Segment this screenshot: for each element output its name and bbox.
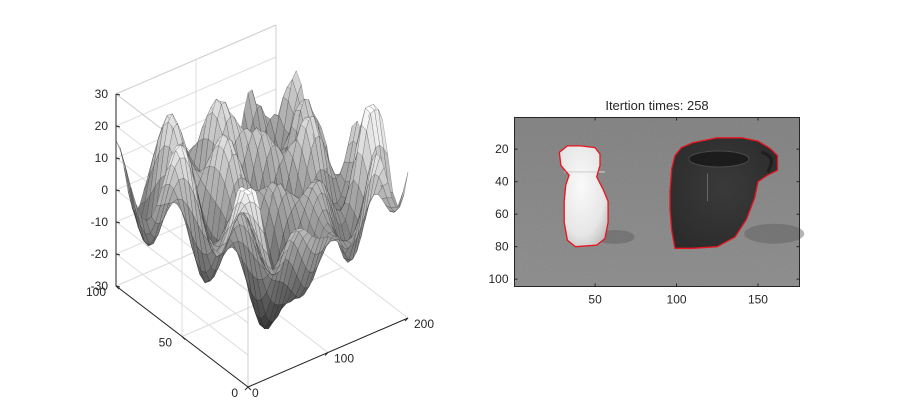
bottle-object: [559, 145, 609, 247]
x-tick-label: 100: [667, 293, 687, 307]
x-tick-label: 100: [334, 352, 354, 366]
x-tick-label: 200: [414, 317, 434, 331]
z-tick-label: -30: [91, 279, 109, 293]
y-tick-label: 60: [495, 207, 509, 221]
z-tick-mark: [115, 157, 121, 160]
surface-patch: [398, 172, 409, 207]
y-tick-label: 40: [495, 175, 509, 189]
y-tick-label: 100: [86, 285, 106, 299]
cup-shadow: [744, 223, 805, 244]
cup-contour: [669, 137, 779, 249]
box-edge: [115, 24, 277, 95]
bottle-contour: [558, 145, 609, 248]
z-tick-label: 10: [95, 151, 109, 165]
z-tick-mark: [115, 125, 121, 128]
z-tick-mark: [115, 189, 121, 192]
segmentation-contours: [558, 137, 779, 249]
image-content: [514, 117, 805, 287]
x-tick-label: 0: [252, 386, 259, 400]
y-tick-label: 50: [159, 336, 173, 350]
z-tick-mark: [115, 93, 121, 96]
z-tick-label: -20: [91, 247, 109, 261]
y-tick-label: 80: [495, 240, 509, 254]
surface-axis-lines: [115, 93, 409, 391]
cup-object: [670, 137, 778, 249]
surface-patch: [123, 167, 134, 210]
cup-handle: [760, 150, 773, 173]
image-plot-title: Itertion times: 258: [605, 98, 708, 113]
z-tick-mark: [115, 285, 121, 288]
z-tick-mark: [115, 253, 121, 256]
z-tick-label: 20: [95, 119, 109, 133]
x-tick-mark: [244, 386, 249, 391]
image-plot-frame: [514, 117, 800, 287]
cup-rim: [688, 150, 750, 168]
image-plot-axes: Itertion times: 258 50 100 150 20 40 60 80 100: [488, 98, 805, 307]
x-tick-mark: [324, 352, 329, 356]
y-tick-mark: [247, 386, 252, 391]
z-tick-mark: [115, 221, 121, 224]
surface-patch: [124, 165, 135, 210]
y-tick-label: 20: [495, 142, 509, 156]
image-tick-labels: 50 100 150 20 40 60 80 100: [488, 117, 800, 307]
x-tick-label: 150: [748, 293, 768, 307]
surface-mesh: [115, 70, 409, 330]
y-tick-label: 100: [488, 272, 508, 286]
y-tick-mark: [181, 336, 186, 340]
x-tick-mark: [404, 317, 409, 322]
x-tick-label: 50: [588, 293, 602, 307]
y-tick-label: 0: [231, 386, 238, 400]
z-tick-label: 0: [101, 183, 108, 197]
z-tick-label: -10: [91, 215, 109, 229]
z-tick-label: 30: [95, 87, 109, 101]
